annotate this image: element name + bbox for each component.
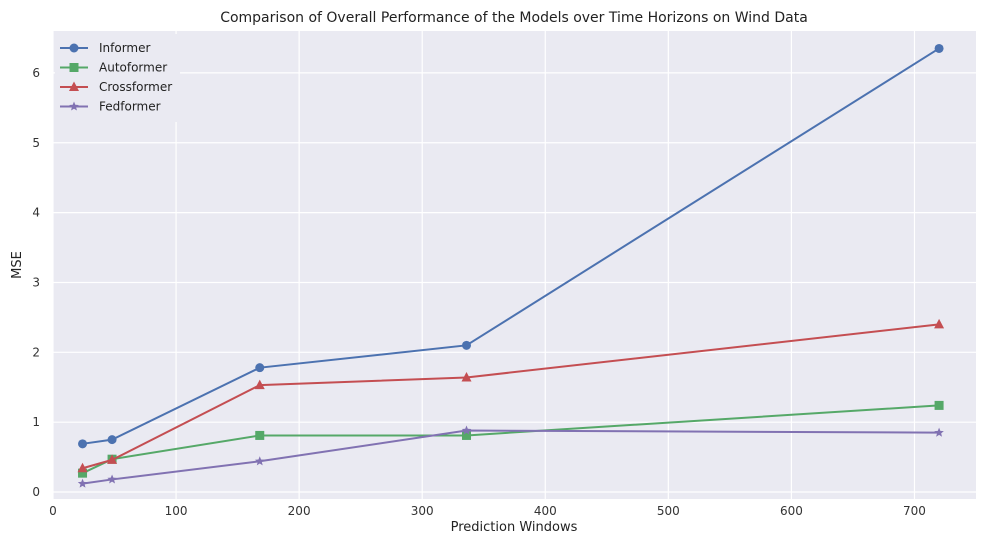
legend-label: Fedformer [99, 100, 161, 114]
data-point-fedformer [107, 474, 117, 484]
data-point-fedformer [934, 427, 944, 437]
y-tick-label: 0 [32, 485, 40, 499]
legend-marker-crossformer [69, 81, 79, 91]
grid [52, 31, 976, 499]
data-point-autoformer [934, 400, 944, 410]
y-tick-label: 4 [32, 206, 40, 220]
data-point-crossformer [461, 371, 472, 382]
series-layer [77, 43, 945, 488]
x-tick-label: 300 [411, 504, 434, 518]
x-ticks: 0 100 200 300 400 500 600 700 [49, 504, 926, 518]
data-point-crossformer [107, 454, 118, 464]
plot-area [53, 31, 976, 499]
y-ticks: 0 1 2 3 4 5 6 [32, 66, 40, 499]
series-informer [78, 43, 944, 449]
data-point-informer [934, 43, 944, 53]
legend-label: Autoformer [99, 61, 167, 75]
y-tick-label: 3 [32, 275, 40, 289]
chart-title: Comparison of Overall Performance of the… [220, 10, 808, 26]
legend-item-informer: Informer [60, 41, 151, 55]
series-crossformer [77, 318, 945, 473]
x-tick-label: 500 [657, 504, 680, 518]
data-point-crossformer [254, 379, 265, 390]
data-point-fedformer [255, 456, 265, 466]
x-tick-label: 100 [165, 504, 188, 518]
data-point-autoformer [462, 430, 472, 440]
data-point-crossformer [934, 318, 945, 329]
series-fedformer [77, 425, 944, 488]
legend-marker-fedformer [69, 101, 79, 111]
data-point-informer [78, 439, 88, 449]
legend: Informer Autoformer Crossformer Fedformer [55, 34, 180, 122]
data-point-fedformer [461, 425, 472, 435]
legend-marker-autoformer [69, 63, 79, 72]
legend-item-fedformer: Fedformer [60, 100, 161, 114]
data-point-informer [107, 435, 117, 445]
x-axis-label: Prediction Windows [451, 520, 578, 535]
legend-item-autoformer: Autoformer [60, 61, 167, 75]
y-tick-label: 5 [32, 136, 40, 150]
legend-label: Informer [99, 41, 151, 55]
y-tick-label: 6 [32, 66, 40, 80]
legend-marker-informer [69, 43, 79, 53]
x-tick-label: 600 [780, 504, 803, 518]
legend-item-crossformer: Crossformer [60, 80, 172, 94]
data-point-fedformer [77, 478, 88, 488]
data-point-informer [462, 340, 472, 350]
x-tick-label: 0 [49, 504, 57, 518]
y-axis-label: MSE [10, 251, 25, 279]
legend-label: Crossformer [99, 80, 172, 94]
y-tick-label: 2 [32, 345, 40, 359]
y-tick-label: 1 [32, 415, 40, 429]
data-point-autoformer [78, 468, 88, 478]
data-point-crossformer [77, 462, 88, 473]
data-point-autoformer [255, 430, 265, 440]
data-point-informer [255, 363, 265, 373]
x-tick-label: 700 [903, 504, 926, 518]
x-tick-label: 200 [288, 504, 311, 518]
x-tick-label: 400 [534, 504, 557, 518]
